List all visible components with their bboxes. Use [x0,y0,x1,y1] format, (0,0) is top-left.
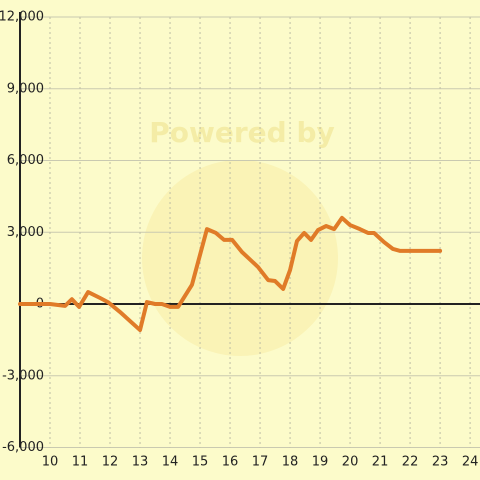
watermark: Powered by [149,116,335,149]
y-tick-label: 9,000 [7,81,44,96]
x-tick-label: 17 [252,455,269,470]
x-tick-label: 12 [102,455,119,470]
y-tick-label: 12,000 [0,10,44,25]
x-tick-label: 18 [282,455,299,470]
y-tick-label: -6,000 [2,440,44,455]
data-line [18,215,443,333]
y-tick-label: -3,000 [2,368,44,383]
x-tick-label: 15 [192,455,209,470]
x-tick-label: 13 [132,455,149,470]
watermark-logo [142,160,338,356]
x-tick-label: 11 [72,455,89,470]
y-tick-label: 3,000 [7,225,44,240]
x-tick-label: 19 [312,455,329,470]
x-tick-label: 20 [342,455,359,470]
x-tick-label: 22 [402,455,419,470]
x-tick-label: 24 [462,455,479,470]
x-tick-label: 16 [222,455,239,470]
x-tick-label: 10 [42,455,59,470]
x-tick-label: 21 [372,455,389,470]
x-tick-label: 14 [162,455,179,470]
x-tick-label: 23 [432,455,449,470]
y-tick-label: 6,000 [7,153,44,168]
